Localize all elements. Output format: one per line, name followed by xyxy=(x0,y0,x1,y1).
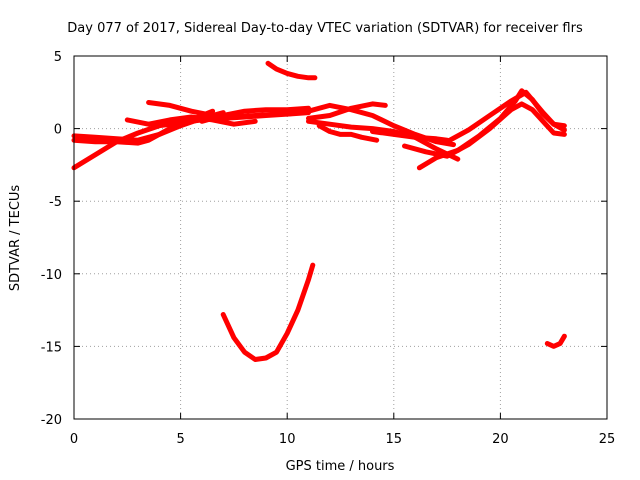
series-line-track-14 xyxy=(444,89,567,145)
x-tick-label: 20 xyxy=(492,432,509,447)
series-line-track-16 xyxy=(220,262,316,362)
series-line-track-4 xyxy=(124,114,258,127)
series-line-track-9 xyxy=(306,101,388,121)
y-axis-label: SDTVAR / TECUs xyxy=(8,185,23,292)
series-line-track-10 xyxy=(316,123,380,143)
series-line-track-11 xyxy=(306,118,461,162)
series-line-track-6 xyxy=(199,105,311,124)
series-line-track-15 xyxy=(402,101,567,159)
series-line-track-3 xyxy=(71,108,216,146)
plot-frame xyxy=(73,55,608,420)
x-tick-label: 10 xyxy=(279,432,296,447)
series-group xyxy=(71,60,567,362)
y-tick-label: -5 xyxy=(49,195,62,210)
series-line-track-7 xyxy=(265,60,318,81)
x-tick-label: 25 xyxy=(599,432,616,447)
x-tick-label: 15 xyxy=(386,432,403,447)
y-tick-label: 0 xyxy=(54,123,62,138)
y-axis-ticks: -20 -15 -10 -5 0 5 xyxy=(41,50,607,428)
x-axis-label: GPS time / hours xyxy=(286,459,395,474)
x-tick-label: 5 xyxy=(176,432,184,447)
y-tick-label: -20 xyxy=(41,413,62,428)
series-line-track-12 xyxy=(370,129,450,143)
x-tick-label: 0 xyxy=(70,432,78,447)
series-line-track-17 xyxy=(544,333,567,349)
y-tick-label: 5 xyxy=(54,50,62,65)
y-tick-label: -10 xyxy=(41,268,62,283)
x-axis-ticks: 0 5 10 15 20 25 xyxy=(70,56,615,447)
chart-title: Day 077 of 2017, Sidereal Day-to-day VTE… xyxy=(67,21,583,36)
y-tick-label: -15 xyxy=(41,340,62,355)
